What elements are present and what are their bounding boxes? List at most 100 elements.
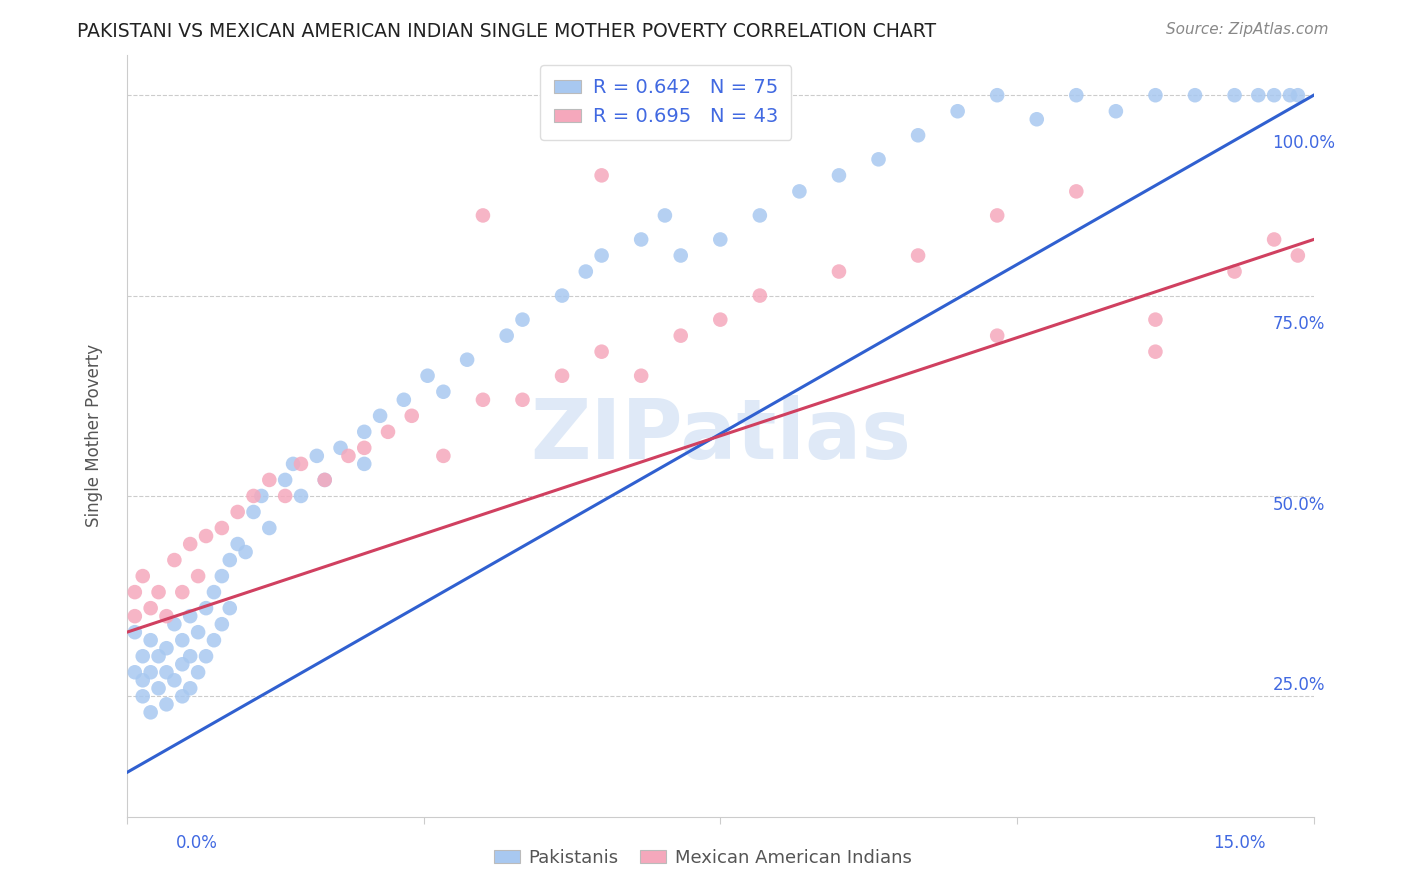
Point xyxy=(172,690,194,704)
Point xyxy=(172,657,194,672)
Point xyxy=(218,553,240,567)
Point xyxy=(1263,88,1285,103)
Point xyxy=(512,392,534,407)
Point xyxy=(828,169,851,183)
Point xyxy=(290,489,312,503)
Point xyxy=(148,649,170,664)
Point xyxy=(1066,88,1088,103)
Point xyxy=(163,617,186,632)
Point xyxy=(868,153,890,167)
Text: ZIPatlas: ZIPatlas xyxy=(530,395,911,476)
Point xyxy=(242,505,264,519)
Point xyxy=(353,441,375,455)
Point xyxy=(1286,88,1309,103)
Point xyxy=(202,585,225,599)
Point xyxy=(377,425,399,439)
Point xyxy=(1144,88,1167,103)
Point xyxy=(281,457,304,471)
Point xyxy=(551,368,574,383)
Point xyxy=(124,609,146,624)
Point xyxy=(139,601,162,615)
Point xyxy=(669,248,692,262)
Point xyxy=(124,665,146,680)
Point xyxy=(195,529,218,543)
Point xyxy=(1223,264,1246,278)
Point xyxy=(432,384,454,399)
Point xyxy=(179,681,201,696)
Point xyxy=(179,649,201,664)
Point xyxy=(187,569,209,583)
Text: 50.0%: 50.0% xyxy=(1272,496,1324,514)
Point xyxy=(1263,232,1285,246)
Text: 15.0%: 15.0% xyxy=(1213,834,1265,852)
Point xyxy=(187,625,209,640)
Point xyxy=(290,457,312,471)
Point xyxy=(274,473,297,487)
Point xyxy=(132,673,155,688)
Point xyxy=(132,649,155,664)
Point xyxy=(211,617,233,632)
Point xyxy=(1286,248,1309,262)
Point xyxy=(789,185,811,199)
Point xyxy=(259,473,281,487)
Point xyxy=(305,449,328,463)
Point xyxy=(495,328,517,343)
Point xyxy=(155,698,177,712)
Point xyxy=(314,473,336,487)
Point xyxy=(172,633,194,648)
Point xyxy=(591,169,613,183)
Point xyxy=(274,489,297,503)
Point xyxy=(211,521,233,535)
Point xyxy=(314,473,336,487)
Point xyxy=(1144,312,1167,326)
Point xyxy=(986,209,1008,223)
Point xyxy=(139,665,162,680)
Point xyxy=(828,264,851,278)
Point xyxy=(654,209,676,223)
Point xyxy=(392,392,415,407)
Point xyxy=(242,489,264,503)
Point xyxy=(226,537,249,551)
Point xyxy=(337,449,360,463)
Point xyxy=(226,505,249,519)
Point xyxy=(195,649,218,664)
Point xyxy=(163,553,186,567)
Point xyxy=(1066,185,1088,199)
Point xyxy=(124,585,146,599)
Point xyxy=(630,368,652,383)
Point xyxy=(124,625,146,640)
Point xyxy=(202,633,225,648)
Point xyxy=(591,344,613,359)
Point xyxy=(946,104,969,119)
Point xyxy=(709,312,731,326)
Point xyxy=(368,409,391,423)
Point xyxy=(218,601,240,615)
Point xyxy=(986,328,1008,343)
Point xyxy=(259,521,281,535)
Point xyxy=(139,633,162,648)
Point xyxy=(148,585,170,599)
Point xyxy=(748,288,770,302)
Point xyxy=(235,545,257,559)
Legend: Pakistanis, Mexican American Indians: Pakistanis, Mexican American Indians xyxy=(486,842,920,874)
Point xyxy=(132,690,155,704)
Point xyxy=(551,288,574,302)
Point xyxy=(709,232,731,246)
Point xyxy=(575,264,598,278)
Point xyxy=(1278,88,1301,103)
Point xyxy=(132,569,155,583)
Point xyxy=(471,392,494,407)
Point xyxy=(155,641,177,656)
Point xyxy=(669,328,692,343)
Legend: R = 0.642   N = 75, R = 0.695   N = 43: R = 0.642 N = 75, R = 0.695 N = 43 xyxy=(540,65,792,140)
Point xyxy=(211,569,233,583)
Point xyxy=(155,609,177,624)
Point xyxy=(591,248,613,262)
Point xyxy=(1247,88,1270,103)
Point xyxy=(432,449,454,463)
Point xyxy=(155,665,177,680)
Point xyxy=(148,681,170,696)
Point xyxy=(179,609,201,624)
Point xyxy=(187,665,209,680)
Point xyxy=(329,441,352,455)
